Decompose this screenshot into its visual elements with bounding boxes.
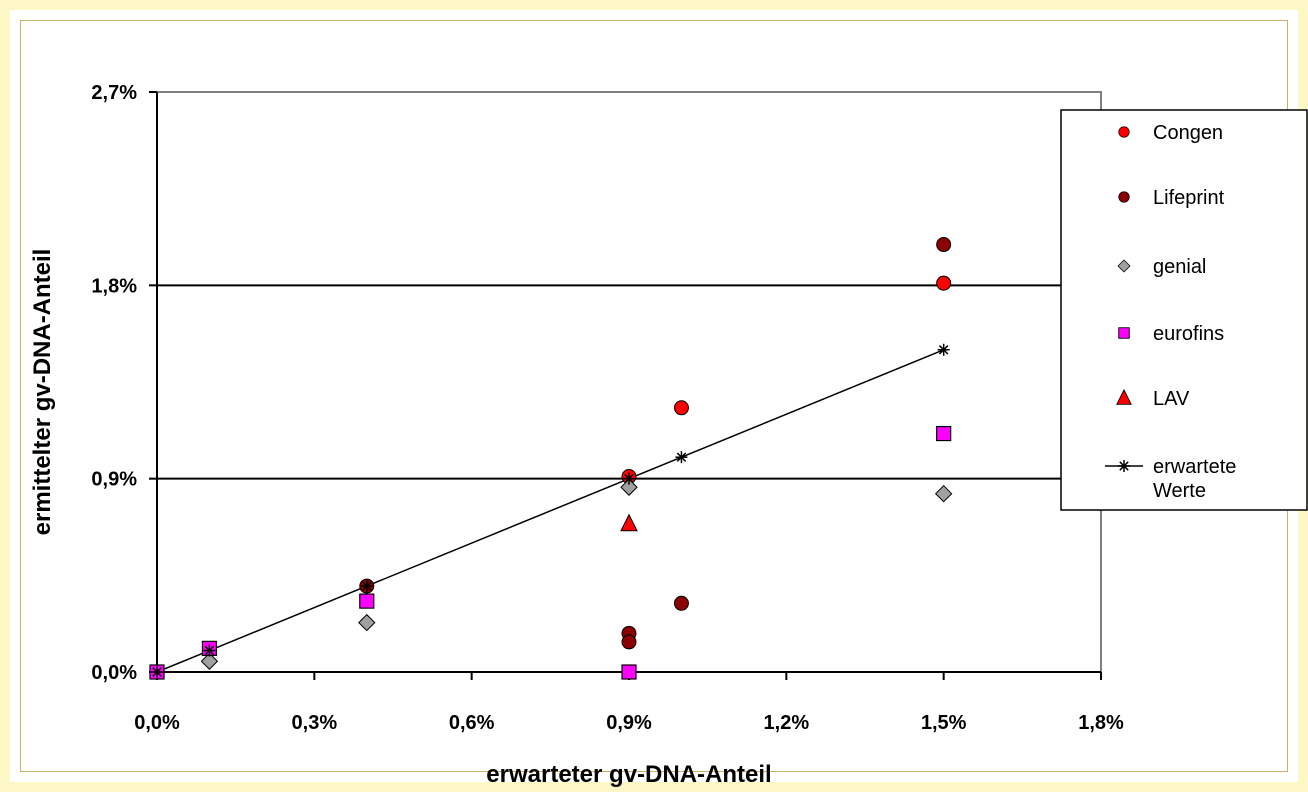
legend-label-erwartete-werte: erwartete Werte [1153,456,1236,502]
legend-marker-congen [1118,126,1130,138]
genial-point [934,484,953,503]
legend-label-eurofins: eurofins [1153,323,1224,345]
legend-label-lav: LAV [1153,388,1190,410]
legend-marker-wrap [1118,126,1130,138]
erwartete-werte-point [203,644,216,657]
x-tick-label: 1,8% [1078,712,1124,734]
lifeprint-point [673,595,689,611]
erwartete-werte-point [675,451,688,464]
x-tick-labels: 0,0% 0,3% 0,6% 0,9% 1,2% 1,5% 1,8% [134,712,1124,734]
x-tick-label: 0,3% [292,712,338,734]
genial-point [620,478,638,496]
erwartete-werte-point [937,343,950,356]
lav-point [620,513,638,532]
legend-marker-wrap [1118,191,1130,203]
y-tick-label: 0,0% [91,662,137,684]
legend-marker-wrap [1117,259,1131,273]
congen-point [936,275,952,291]
legend-box [1060,109,1308,511]
x-tick-label: 0,0% [134,712,180,734]
eurofins-point [621,664,637,680]
legend-marker-wrap [1116,388,1132,405]
lifeprint-point [936,237,952,253]
gridlines [157,284,1101,480]
legend-marker-lav [1116,388,1132,405]
legend-label-lifeprint: Lifeprint [1153,187,1225,209]
x-tick-label: 1,2% [764,712,810,734]
congen-point [673,400,689,416]
erwartete-werte-point [623,472,635,485]
x-tick-label: 0,6% [449,712,495,734]
x-axis-title: erwarteter gv-DNA-Anteil [486,761,771,788]
erwartete-werte-point [151,666,163,678]
x-tick-label: 0,9% [606,712,652,734]
expected-values-line [156,349,944,673]
data-series [149,237,953,680]
legend-marker-wrap [1118,327,1130,339]
legend-label-congen: Congen [1153,122,1223,144]
legend-label-genial: genial [1153,256,1206,278]
erwartete-werte-point [360,580,373,593]
legend-marker-lifeprint [1118,191,1130,203]
y-axis-title: ermittelter gv-DNA-Anteil [29,249,56,536]
y-tick-label: 2,7% [91,82,137,104]
axes [149,91,1102,680]
plot-area [156,91,1102,673]
eurofins-point [359,593,375,609]
legend: Congen Lifeprint genial eurofins LAV erwartet… [1060,109,1308,511]
legend-marker-genial [1117,259,1131,273]
genial-point [358,613,376,632]
x-tick-label: 1,5% [921,712,967,734]
y-tick-label: 1,8% [91,275,137,297]
lifeprint-point [621,634,637,650]
legend-marker-eurofins [1118,327,1130,339]
y-tick-label: 0,9% [91,469,137,491]
eurofins-point [936,425,952,442]
genial-point [200,652,219,670]
y-tick-labels: 0,0% 0,9% 1,8% 2,7% [91,82,137,684]
legend-marker-erwartete-werte [1118,460,1130,472]
